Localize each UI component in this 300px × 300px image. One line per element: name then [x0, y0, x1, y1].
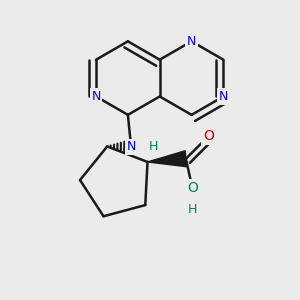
Text: H: H [188, 203, 197, 216]
Text: H: H [149, 140, 158, 153]
Polygon shape [148, 151, 187, 167]
Text: N: N [219, 90, 228, 103]
Text: O: O [203, 129, 214, 143]
Text: N: N [187, 35, 196, 48]
Text: N: N [92, 90, 101, 103]
Text: O: O [187, 181, 198, 194]
Text: N: N [126, 140, 136, 153]
